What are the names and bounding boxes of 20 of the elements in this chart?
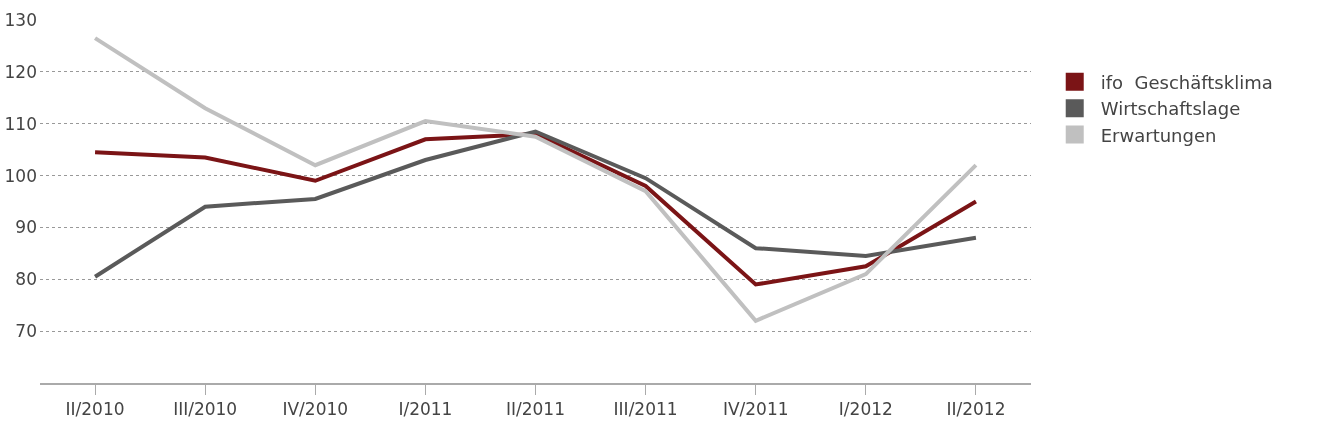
y-tick-label: 70 (15, 321, 37, 342)
legend-label: Wirtschaftslage (1100, 98, 1241, 120)
x-tick-label: II/2011 (505, 398, 566, 419)
x-tick-label: I/2012 (838, 398, 893, 419)
y-tick-label: 130 (4, 9, 37, 30)
line-series (93, 36, 978, 323)
x-tick-label: II/2012 (946, 398, 1006, 419)
legend-label: Erwartungen (1100, 124, 1217, 146)
x-tick-label: III/2011 (613, 398, 678, 419)
x-tick-label: I/2011 (398, 398, 453, 419)
y-tick-label: 110 (4, 113, 37, 134)
x-tick-label: II/2010 (65, 398, 125, 419)
y-tick-label: 120 (4, 61, 37, 82)
x-tick-label: III/2010 (173, 398, 238, 419)
legend-label: ifo Geschäftsklima (1100, 71, 1273, 93)
x-tick-label: IV/2010 (282, 398, 349, 419)
y-tick-label: 90 (15, 217, 37, 238)
y-tick-label: 80 (15, 269, 37, 290)
y-tick-label: 100 (4, 165, 37, 186)
x-tick-label: IV/2011 (722, 398, 789, 419)
